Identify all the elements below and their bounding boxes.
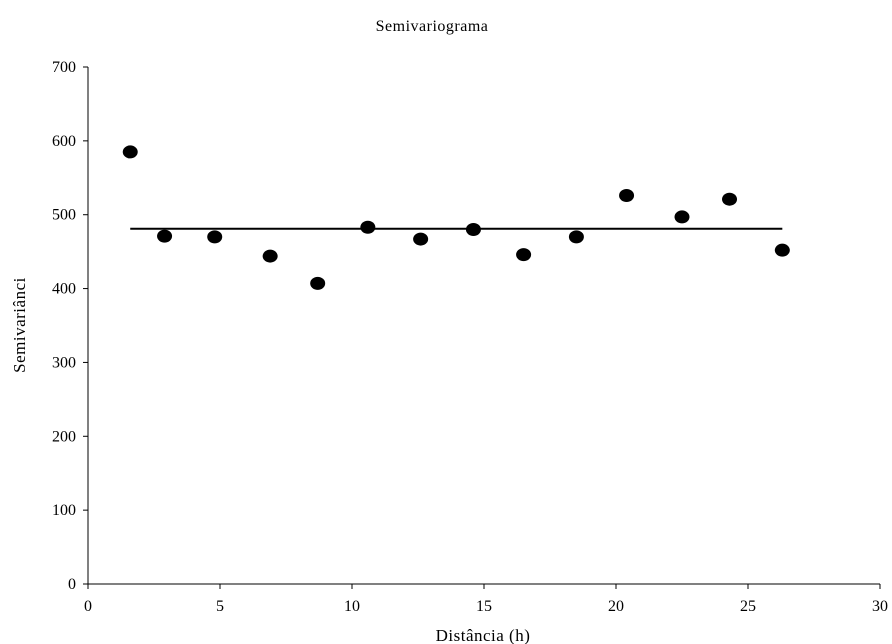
y-tick-label: 300 — [52, 354, 76, 371]
y-tick-label: 600 — [52, 133, 76, 150]
data-point — [619, 189, 635, 203]
data-point — [774, 243, 790, 257]
data-point — [568, 230, 584, 244]
y-tick-label: 700 — [52, 59, 76, 76]
y-tick-label: 400 — [52, 281, 76, 298]
data-point — [207, 230, 223, 244]
data-point — [262, 249, 278, 263]
x-tick-label: 0 — [84, 598, 92, 615]
x-tick-label: 10 — [344, 598, 360, 615]
x-axis: 0 5 10 15 20 25 30 — [84, 583, 888, 615]
x-tick-label: 5 — [216, 598, 224, 615]
data-point — [516, 248, 532, 262]
data-point — [465, 222, 481, 236]
y-axis: 0 100 200 300 400 500 600 700 — [52, 59, 89, 593]
y-tick-label: 100 — [52, 502, 76, 519]
data-point — [122, 145, 138, 159]
y-axis-title: Semivariânci — [10, 277, 29, 373]
y-tick-label: 0 — [68, 576, 76, 593]
y-tick-label: 500 — [52, 207, 76, 224]
data-point — [674, 210, 690, 224]
x-tick-label: 15 — [476, 598, 492, 615]
series-layer — [122, 145, 790, 290]
data-point — [360, 220, 376, 234]
chart-title: Semivariograma — [376, 18, 489, 35]
x-axis-title: Distância (h) — [436, 626, 531, 644]
x-tick-label: 20 — [608, 598, 624, 615]
y-tick-label: 200 — [52, 428, 76, 445]
x-tick-label: 25 — [740, 598, 756, 615]
data-point — [413, 232, 429, 246]
data-point — [310, 276, 326, 290]
data-point — [157, 229, 173, 243]
x-tick-label: 30 — [872, 598, 888, 615]
data-point — [722, 192, 738, 206]
